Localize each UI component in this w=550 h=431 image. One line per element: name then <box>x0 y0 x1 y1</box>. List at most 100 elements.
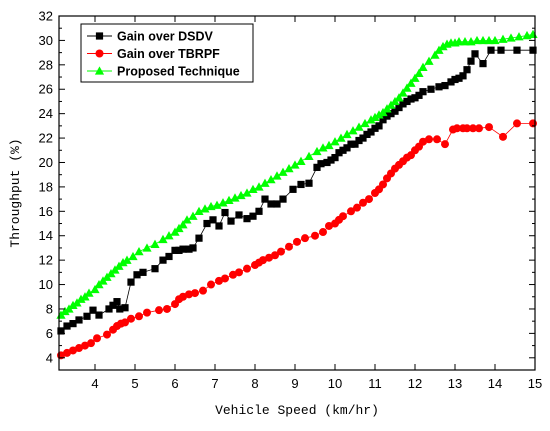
data-point-gain-over-tbrpf <box>215 276 223 285</box>
y-tick-label: 32 <box>39 9 53 24</box>
data-point-gain-over-tbrpf <box>499 132 507 141</box>
y-tick-label: 14 <box>39 228 53 243</box>
data-point-gain-over-tbrpf <box>179 292 187 301</box>
data-point-proposed-technique <box>296 156 306 165</box>
data-point-proposed-technique <box>354 122 364 131</box>
data-point-gain-over-dsdv <box>529 46 537 54</box>
marks-layer <box>56 29 538 360</box>
data-point-gain-over-dsdv <box>351 140 359 148</box>
data-point-gain-over-dsdv <box>459 72 467 80</box>
data-point-gain-over-dsdv <box>69 320 77 328</box>
data-point-gain-over-dsdv <box>89 306 97 314</box>
data-point-gain-over-tbrpf <box>185 290 193 299</box>
data-point-gain-over-tbrpf <box>347 207 355 216</box>
data-point-proposed-technique <box>370 112 380 121</box>
data-point-gain-over-dsdv <box>165 252 173 261</box>
data-point-gain-over-dsdv <box>305 179 313 187</box>
data-point-gain-over-dsdv <box>139 268 147 276</box>
data-point-gain-over-dsdv <box>171 246 179 254</box>
data-point-gain-over-tbrpf <box>127 314 135 323</box>
data-point-proposed-technique <box>398 88 408 97</box>
data-point-proposed-technique <box>218 198 228 207</box>
legend: Gain over DSDV Gain over TBRPF Proposed Te… <box>80 23 254 83</box>
data-point-gain-over-dsdv <box>209 216 217 224</box>
data-point-gain-over-tbrpf <box>475 124 483 133</box>
data-point-proposed-technique <box>430 50 440 59</box>
data-point-proposed-technique <box>406 78 416 87</box>
data-point-gain-over-dsdv <box>215 222 223 230</box>
data-point-proposed-technique <box>122 255 132 264</box>
x-tick-label: 4 <box>91 376 98 391</box>
data-point-gain-over-tbrpf <box>243 264 251 273</box>
data-point-proposed-technique <box>158 234 168 244</box>
data-point-gain-over-tbrpf <box>433 135 441 144</box>
data-point-proposed-technique <box>242 188 252 197</box>
x-tick-label: 11 <box>368 376 382 391</box>
data-point-proposed-technique <box>90 284 100 294</box>
data-point-gain-over-tbrpf <box>353 203 361 212</box>
data-point-gain-over-dsdv <box>133 271 141 279</box>
data-point-gain-over-dsdv <box>221 208 229 217</box>
data-point-gain-over-dsdv <box>335 149 343 157</box>
data-point-gain-over-tbrpf <box>259 256 267 265</box>
series-line-gain-over-dsdv <box>60 49 533 332</box>
data-point-proposed-technique <box>260 178 270 187</box>
data-point-proposed-technique <box>410 73 420 82</box>
data-point-proposed-technique <box>182 215 192 224</box>
data-point-gain-over-dsdv <box>227 217 235 225</box>
data-point-gain-over-dsdv <box>327 156 335 164</box>
y-tick-label: 10 <box>39 277 53 292</box>
data-point-gain-over-dsdv <box>243 215 251 223</box>
data-point-gain-over-dsdv <box>471 50 479 58</box>
legend-marker-gain-over-dsdv <box>95 32 104 40</box>
data-point-gain-over-dsdv <box>235 211 243 219</box>
data-point-gain-over-dsdv <box>347 140 355 148</box>
data-point-proposed-technique <box>272 171 282 180</box>
data-point-gain-over-dsdv <box>116 305 124 313</box>
data-point-proposed-technique <box>514 32 524 41</box>
y-tick-label: 30 <box>39 33 53 48</box>
data-point-gain-over-dsdv <box>105 305 113 313</box>
data-point-gain-over-tbrpf <box>229 270 237 279</box>
data-point-gain-over-tbrpf <box>143 308 151 317</box>
x-tick-label: 6 <box>171 376 178 391</box>
data-point-proposed-technique <box>188 211 198 220</box>
data-point-proposed-technique <box>290 160 300 169</box>
data-point-gain-over-tbrpf <box>419 137 427 146</box>
legend-item-proposed-technique: Proposed Technique <box>87 65 240 79</box>
x-tick-label: 12 <box>408 376 422 391</box>
data-point-gain-over-tbrpf <box>199 286 207 295</box>
data-point-gain-over-tbrpf <box>103 330 111 339</box>
data-point-gain-over-dsdv <box>313 163 321 171</box>
data-point-gain-over-tbrpf <box>301 234 309 243</box>
data-point-proposed-technique <box>454 37 464 46</box>
data-point-gain-over-tbrpf <box>221 274 229 283</box>
data-point-proposed-technique <box>178 220 188 229</box>
data-point-gain-over-tbrpf <box>235 268 243 277</box>
data-point-gain-over-dsdv <box>367 128 375 136</box>
data-point-gain-over-dsdv <box>159 256 167 264</box>
y-tick-label: 8 <box>46 301 53 316</box>
data-point-gain-over-dsdv <box>75 316 83 324</box>
data-point-proposed-technique <box>418 62 428 71</box>
data-point-proposed-technique <box>194 206 204 215</box>
data-point-proposed-technique <box>224 195 234 205</box>
data-point-gain-over-tbrpf <box>485 123 493 132</box>
data-point-gain-over-dsdv <box>419 88 427 96</box>
data-point-gain-over-dsdv <box>371 124 379 132</box>
data-point-proposed-technique <box>342 129 352 139</box>
data-point-proposed-technique <box>212 200 222 209</box>
legend-items: Gain over DSDV Gain over TBRPF Proposed Te… <box>87 30 240 79</box>
data-point-proposed-technique <box>164 231 174 240</box>
data-point-gain-over-tbrpf <box>207 280 215 289</box>
data-point-proposed-technique <box>84 288 94 297</box>
data-point-proposed-technique <box>414 68 424 78</box>
data-point-gain-over-dsdv <box>331 154 339 162</box>
data-point-gain-over-dsdv <box>375 122 383 130</box>
ticks-layer: 4 5 6 7 8 9 10 11 12 13 14 15 4 6 8 10 12 14 16 18 20 22 24 26 2… <box>39 9 543 392</box>
data-point-proposed-technique <box>304 151 314 161</box>
data-point-gain-over-dsdv <box>497 46 505 54</box>
data-point-gain-over-tbrpf <box>121 318 129 327</box>
legend-item-gain-over-dsdv: Gain over DSDV <box>87 30 214 44</box>
legend-marker-proposed-technique <box>94 66 105 75</box>
